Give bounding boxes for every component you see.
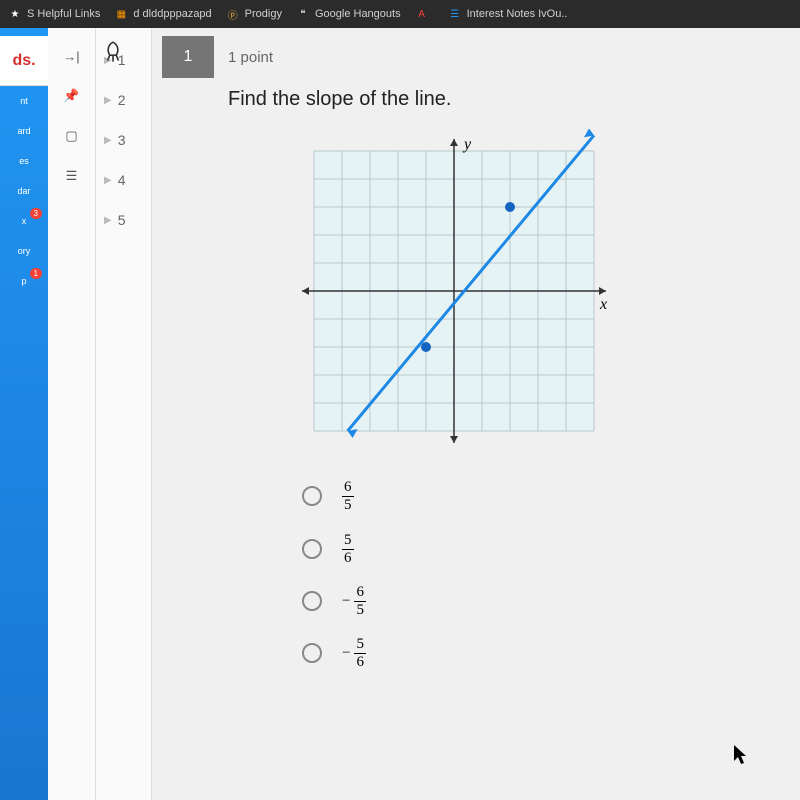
tool-item[interactable]: ☰ (56, 160, 88, 192)
question-prompt: Find the slope of the line. (152, 78, 800, 129)
tool-item[interactable]: →| (56, 40, 88, 72)
main-container: ds. ntardesdarx3oryp1 →|📌▢☰ ▶1▶2▶3▶4▶5 1… (0, 28, 800, 800)
bookmark-icon: ★ (8, 7, 22, 21)
nav-badge: 3 (30, 208, 42, 219)
tool-item[interactable]: 📌 (56, 80, 88, 112)
question-nav-item[interactable]: ▶5 (96, 200, 151, 240)
bookmark-icon: A (415, 7, 429, 21)
question-nav-item[interactable]: ▶3 (96, 120, 151, 160)
bookmark-label: Google Hangouts (315, 8, 401, 20)
rocket-icon[interactable] (100, 40, 126, 72)
chevron-right-icon: ▶ (104, 135, 112, 146)
bookmark-icon: ▦ (114, 7, 128, 21)
bookmark-item[interactable]: ▦ d dlddpppazapd (114, 7, 211, 21)
nav-badge: 1 (30, 268, 42, 279)
app-nav-item[interactable]: x3 (0, 206, 48, 236)
app-nav-item[interactable]: nt (0, 86, 48, 116)
answer-option[interactable]: 65 (302, 478, 800, 513)
bookmark-item[interactable]: A (415, 7, 434, 21)
bookmark-item[interactable]: ☰ Interest Notes IvOu.. (448, 7, 568, 21)
answer-options: 65 56 −65 −56 (152, 458, 800, 670)
brand-logo: ds. (0, 36, 48, 86)
answer-value: −56 (342, 636, 366, 670)
bookmark-label: Prodigy (245, 8, 282, 20)
bookmark-label: S Helpful Links (27, 8, 100, 20)
radio-icon (302, 643, 322, 663)
bookmark-icon: ☰ (448, 7, 462, 21)
app-nav-item[interactable]: p1 (0, 266, 48, 296)
answer-option[interactable]: −65 (302, 584, 800, 618)
svg-text:y: y (462, 136, 472, 153)
answer-value: 56 (342, 531, 354, 566)
bookmark-label: Interest Notes IvOu.. (467, 8, 568, 20)
svg-text:x: x (599, 296, 607, 313)
bookmarks-bar: ★ S Helpful Links ▦ d dlddpppazapd ⓟ Prodigy ❝… (0, 0, 800, 28)
app-nav-item[interactable]: ory (0, 236, 48, 266)
bookmark-item[interactable]: ★ S Helpful Links (8, 7, 100, 21)
chevron-right-icon: ▶ (104, 95, 112, 106)
app-nav-item[interactable]: es (0, 146, 48, 176)
radio-icon (302, 539, 322, 559)
chart-container: yx (152, 129, 800, 458)
mouse-cursor-icon (734, 745, 750, 770)
bookmark-icon: ⓟ (226, 7, 240, 21)
question-nav-sidebar: ▶1▶2▶3▶4▶5 (96, 28, 152, 800)
app-nav-sidebar: ds. ntardesdarx3oryp1 (0, 28, 48, 800)
radio-icon (302, 486, 322, 506)
content-area: 1 1 point Find the slope of the line. yx… (152, 28, 800, 800)
app-nav-item[interactable]: ard (0, 116, 48, 146)
answer-option[interactable]: −56 (302, 636, 800, 670)
bookmark-item[interactable]: ⓟ Prodigy (226, 7, 282, 21)
app-nav-item[interactable]: dar (0, 176, 48, 206)
bookmark-icon: ❝ (296, 7, 310, 21)
slope-line-chart: yx (292, 129, 616, 453)
question-nav-item[interactable]: ▶2 (96, 80, 151, 120)
tool-sidebar: →| 📌 ▢ ☰ (48, 28, 96, 800)
question-header: 1 1 point (152, 36, 800, 78)
answer-value: −65 (342, 584, 366, 618)
question-nav-number: 4 (118, 172, 126, 188)
question-nav-item[interactable]: ▶4 (96, 160, 151, 200)
chevron-right-icon: ▶ (104, 175, 112, 186)
question-points-label: 1 point (214, 49, 273, 66)
question-nav-number: 2 (118, 92, 126, 108)
question-nav-number: 5 (118, 212, 126, 228)
question-number-badge: 1 (162, 36, 214, 78)
answer-value: 65 (342, 478, 354, 513)
tool-item[interactable]: ▢ (56, 120, 88, 152)
bookmark-item[interactable]: ❝ Google Hangouts (296, 7, 401, 21)
chevron-right-icon: ▶ (104, 215, 112, 226)
radio-icon (302, 591, 322, 611)
bookmark-label: d dlddpppazapd (133, 8, 211, 20)
answer-option[interactable]: 56 (302, 531, 800, 566)
question-nav-number: 3 (118, 132, 126, 148)
